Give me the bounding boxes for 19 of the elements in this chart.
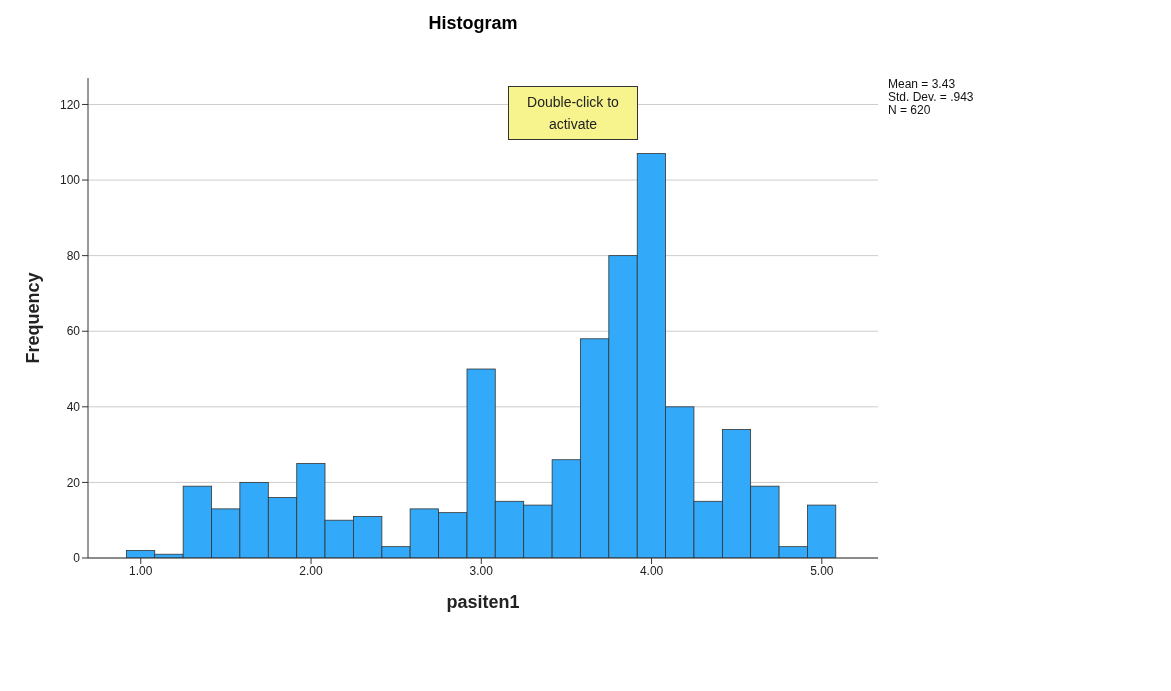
x-axis-title: pasiten1 <box>446 592 520 612</box>
x-tick-label: 4.00 <box>639 563 664 578</box>
annotation: Double-click to activate <box>508 86 638 140</box>
x-tick-label: 3.00 <box>469 563 494 578</box>
y-axis-title: Frequency <box>23 272 44 364</box>
y-tick-label: 0 <box>73 551 81 566</box>
text: Std. Dev. = .943 <box>888 90 974 104</box>
x-tick-label: 1.00 <box>129 563 153 578</box>
y-tick-label: 80 <box>66 248 81 263</box>
y-tick-label: 20 <box>66 475 81 490</box>
text: Mean = 3.43 <box>888 77 957 91</box>
chart-title: Histogram <box>427 12 519 35</box>
x-tick-label: 2.00 <box>299 563 324 578</box>
y-tick-label: 60 <box>66 324 81 339</box>
x-tick-label: 5.00 <box>810 563 834 578</box>
y-tick-label: 100 <box>59 173 81 188</box>
y-tick-label: 40 <box>66 400 81 415</box>
y-tick-label: 120 <box>59 97 81 112</box>
text: N = 620 <box>888 103 932 117</box>
